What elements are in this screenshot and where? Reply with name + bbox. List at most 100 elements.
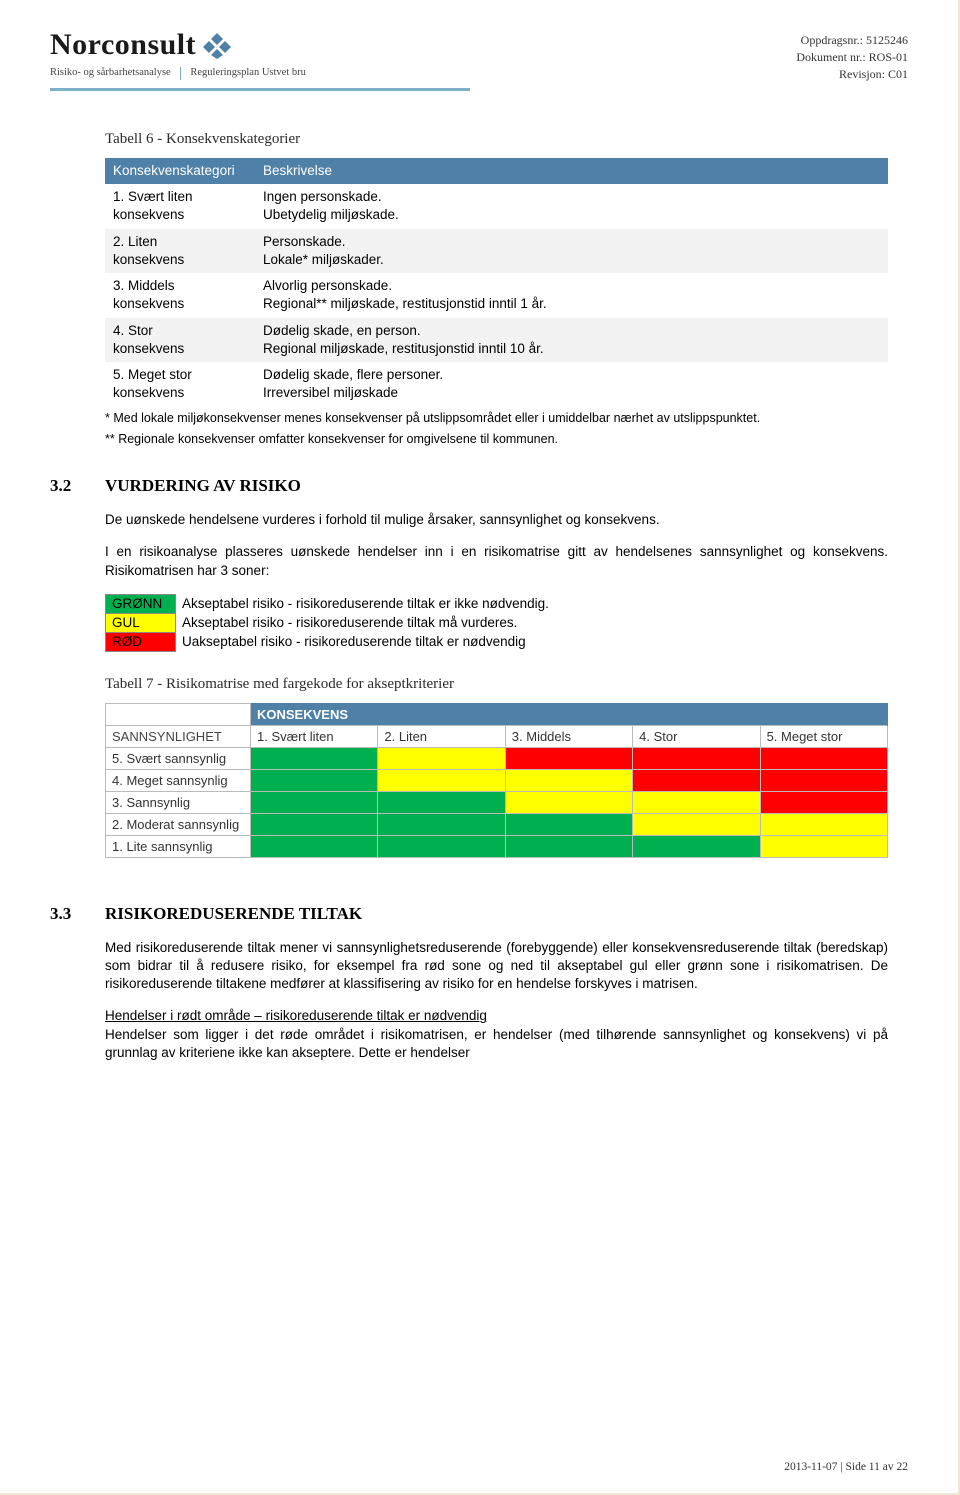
matrix-cell xyxy=(505,813,632,835)
section-3-2-heading: 3.2VURDERING AV RISIKO xyxy=(105,474,888,497)
legend-label: GRØNN xyxy=(106,594,176,613)
legend-text: Akseptabel risiko - risikoreduserende ti… xyxy=(176,613,556,632)
matrix-cell xyxy=(505,835,632,857)
table7-caption: Tabell 7 - Risikomatrise med fargekode f… xyxy=(105,676,888,693)
matrix-cell xyxy=(378,835,505,857)
matrix-row-label: 3. Sannsynlig xyxy=(106,791,251,813)
section33-para2-body: Hendelser som ligger i det røde området … xyxy=(105,1027,888,1060)
table6-h1: Konsekvenskategori xyxy=(105,158,255,184)
logo-block: Norconsult Risiko- og sårbarhetsanalyse … xyxy=(50,28,470,91)
mcol-2: 2. Liten xyxy=(378,725,505,747)
matrix-cell xyxy=(505,769,632,791)
matrix-cell xyxy=(251,747,378,769)
page-footer: 2013-11-07 | Side 11 av 22 xyxy=(784,1461,908,1473)
matrix-cell xyxy=(760,769,887,791)
cell-category: 2. Litenkonsekvens xyxy=(105,229,255,273)
cell-category: 3. Middelskonsekvens xyxy=(105,273,255,317)
table-row: 5. Meget storkonsekvensDødelig skade, fl… xyxy=(105,362,888,406)
matrix-cell xyxy=(760,791,887,813)
legend-row: RØDUakseptabel risiko - risikoreduserend… xyxy=(106,632,556,651)
legend-row: GRØNNAkseptabel risiko - risikoreduseren… xyxy=(106,594,556,613)
risk-matrix: KONSEKVENS SANNSYNLIGHET 1. Svært liten … xyxy=(105,703,888,858)
matrix-row: 4. Meget sannsynlig xyxy=(106,769,888,791)
legend-text: Akseptabel risiko - risikoreduserende ti… xyxy=(176,594,556,613)
mcol-1: 1. Svært liten xyxy=(251,725,378,747)
matrix-cell xyxy=(505,791,632,813)
section-title: VURDERING AV RISIKO xyxy=(105,476,301,495)
matrix-cell xyxy=(760,813,887,835)
section-3-3-heading: 3.3RISIKOREDUSERENDE TILTAK xyxy=(105,902,888,925)
matrix-row: 2. Moderat sannsynlig xyxy=(106,813,888,835)
page-content: Tabell 6 - Konsekvenskategorier Konsekve… xyxy=(105,131,888,1062)
section-title: RISIKOREDUSERENDE TILTAK xyxy=(105,904,362,923)
page-header: Norconsult Risiko- og sårbarhetsanalyse … xyxy=(50,28,908,91)
mcol-3: 3. Middels xyxy=(505,725,632,747)
matrix-cell xyxy=(633,769,760,791)
section-num: 3.2 xyxy=(50,476,105,496)
table6: Konsekvenskategori Beskrivelse 1. Svært … xyxy=(105,158,888,406)
page: Norconsult Risiko- og sårbarhetsanalyse … xyxy=(0,0,960,1495)
matrix-row-label: 5. Svært sannsynlig xyxy=(106,747,251,769)
matrix-axis-col: KONSEKVENS xyxy=(251,703,888,725)
matrix-cell xyxy=(251,769,378,791)
meta-revisjon: Revisjon: C01 xyxy=(796,66,908,83)
cell-category: 4. Storkonsekvens xyxy=(105,318,255,362)
section-num: 3.3 xyxy=(50,904,105,924)
table-row: 2. LitenkonsekvensPersonskade.Lokale* mi… xyxy=(105,229,888,273)
matrix-cell xyxy=(760,747,887,769)
cell-description: Dødelig skade, flere personer.Irreversib… xyxy=(255,362,888,406)
matrix-cell xyxy=(633,791,760,813)
matrix-row-label: 4. Meget sannsynlig xyxy=(106,769,251,791)
section32-para2: I en risikoanalyse plasseres uønskede he… xyxy=(105,543,888,579)
matrix-cell xyxy=(251,835,378,857)
mcol-4: 4. Stor xyxy=(633,725,760,747)
table6-footnote1: * Med lokale miljøkonsekvenser menes kon… xyxy=(105,410,888,427)
section33-para2: Hendelser i rødt område – risikoredusere… xyxy=(105,1007,888,1062)
matrix-axis-row: SANNSYNLIGHET xyxy=(106,725,251,747)
legend-row: GULAkseptabel risiko - risikoreduserende… xyxy=(106,613,556,632)
matrix-cell xyxy=(251,791,378,813)
table6-caption: Tabell 6 - Konsekvenskategorier xyxy=(105,131,888,148)
section33-para1: Med risikoreduserende tiltak mener vi sa… xyxy=(105,939,888,994)
cell-description: Alvorlig personskade.Regional** miljøska… xyxy=(255,273,888,317)
matrix-row: 5. Svært sannsynlig xyxy=(106,747,888,769)
cell-category: 1. Svært litenkonsekvens xyxy=(105,184,255,228)
legend-label: RØD xyxy=(106,632,176,651)
matrix-cell xyxy=(251,813,378,835)
meta-oppdrag: Oppdragsnr.: 5125246 xyxy=(796,32,908,49)
legend-label: GUL xyxy=(106,613,176,632)
matrix-cell xyxy=(633,813,760,835)
matrix-cell xyxy=(633,835,760,857)
section33-para2-title: Hendelser i rødt område – risikoredusere… xyxy=(105,1008,487,1023)
section32-para1: De uønskede hendelsene vurderes i forhol… xyxy=(105,511,888,529)
matrix-cell xyxy=(505,747,632,769)
subtitle-separator: | xyxy=(179,64,183,80)
matrix-row-label: 2. Moderat sannsynlig xyxy=(106,813,251,835)
cell-category: 5. Meget storkonsekvens xyxy=(105,362,255,406)
cell-description: Ingen personskade.Ubetydelig miljøskade. xyxy=(255,184,888,228)
header-rule xyxy=(50,88,470,91)
matrix-cell xyxy=(378,769,505,791)
table-row: 3. MiddelskonsekvensAlvorlig personskade… xyxy=(105,273,888,317)
logo-text: Norconsult xyxy=(50,28,196,62)
matrix-row-label: 1. Lite sannsynlig xyxy=(106,835,251,857)
mcol-5: 5. Meget stor xyxy=(760,725,887,747)
matrix-cell xyxy=(760,835,887,857)
table6-h2: Beskrivelse xyxy=(255,158,888,184)
header-meta: Oppdragsnr.: 5125246 Dokument nr.: ROS-0… xyxy=(796,32,908,82)
table6-footnote2: ** Regionale konsekvenser omfatter konse… xyxy=(105,431,888,448)
cell-description: Personskade.Lokale* miljøskader. xyxy=(255,229,888,273)
matrix-cell xyxy=(378,813,505,835)
logo-icon xyxy=(202,33,232,62)
matrix-subheader-row: SANNSYNLIGHET 1. Svært liten 2. Liten 3.… xyxy=(106,725,888,747)
matrix-cell xyxy=(378,791,505,813)
risk-legend: GRØNNAkseptabel risiko - risikoreduseren… xyxy=(105,594,556,652)
cell-description: Dødelig skade, en person.Regional miljøs… xyxy=(255,318,888,362)
table-row: 4. StorkonsekvensDødelig skade, en perso… xyxy=(105,318,888,362)
matrix-cell xyxy=(378,747,505,769)
matrix-row: 3. Sannsynlig xyxy=(106,791,888,813)
matrix-row: 1. Lite sannsynlig xyxy=(106,835,888,857)
matrix-header-row: KONSEKVENS xyxy=(106,703,888,725)
subtitle-right: Reguleringsplan Ustvet bru xyxy=(190,67,305,78)
table-row: 1. Svært litenkonsekvensIngen personskad… xyxy=(105,184,888,228)
